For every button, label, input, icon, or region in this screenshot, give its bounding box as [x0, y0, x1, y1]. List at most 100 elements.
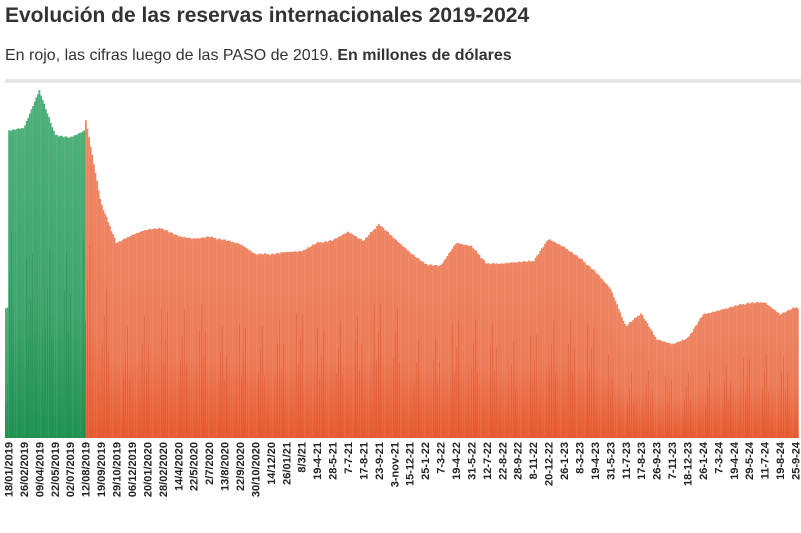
bar-streak	[650, 401, 651, 438]
bar	[369, 232, 372, 438]
bar	[221, 240, 223, 438]
x-tick-label: 18/01/2019	[4, 442, 16, 497]
bar-streak	[357, 315, 358, 438]
bar	[496, 263, 498, 438]
bar-streak	[281, 369, 282, 438]
bar	[251, 252, 254, 438]
bar	[486, 263, 489, 438]
bar	[176, 234, 178, 438]
x-tick-label: 11-7-23	[621, 442, 633, 479]
bar	[686, 337, 689, 438]
bar-streak	[536, 334, 537, 438]
bar-streak	[435, 337, 436, 438]
bar	[435, 264, 438, 438]
bar	[227, 240, 230, 438]
bar	[699, 318, 702, 438]
bar	[45, 109, 47, 439]
bar	[333, 239, 335, 438]
bar-streak	[220, 352, 221, 438]
bar	[777, 312, 780, 438]
bar-streak	[376, 359, 377, 438]
bar	[677, 341, 679, 438]
bar	[553, 241, 556, 438]
bar	[597, 274, 599, 438]
bar	[14, 129, 17, 438]
bar	[558, 244, 561, 438]
bar	[326, 242, 329, 438]
bar	[648, 326, 650, 438]
bar	[237, 243, 239, 438]
bar	[190, 238, 193, 438]
bar	[189, 237, 191, 438]
bar-streak	[182, 335, 183, 438]
bar	[61, 135, 63, 439]
x-tick-label: 31-5-23	[605, 442, 617, 480]
bar	[605, 283, 607, 438]
bar	[262, 254, 265, 438]
bar	[673, 343, 676, 438]
bar	[91, 154, 94, 438]
bar	[158, 227, 161, 438]
bar	[421, 261, 423, 438]
bar	[766, 304, 769, 438]
bar-streak	[49, 249, 50, 438]
bar	[257, 254, 260, 438]
bar	[437, 266, 439, 438]
bar	[41, 99, 44, 438]
x-tick-label: 14/12/20	[266, 442, 278, 485]
bar	[533, 261, 535, 438]
bar-streak	[690, 398, 691, 438]
bar	[739, 303, 742, 438]
bar	[248, 250, 250, 438]
bar	[377, 223, 380, 438]
bar	[667, 342, 670, 438]
bar	[411, 254, 414, 438]
x-tick-label: 15-12-21	[405, 442, 417, 486]
bar-streak	[64, 290, 65, 438]
bar	[469, 245, 471, 438]
bar-streak	[45, 328, 46, 438]
bar	[653, 334, 655, 438]
bar	[510, 262, 513, 438]
bar	[59, 135, 62, 438]
bar	[113, 237, 116, 438]
bar	[213, 237, 215, 438]
bar-streak	[709, 370, 710, 438]
bar	[283, 252, 286, 438]
bar	[657, 340, 660, 438]
bar	[336, 238, 338, 438]
bar-streak	[530, 335, 531, 438]
bar-streak	[340, 320, 341, 438]
x-tick-label: 18-12-23	[682, 442, 694, 486]
bar	[545, 241, 548, 438]
bar	[222, 239, 225, 438]
bar	[525, 261, 527, 438]
bar	[566, 249, 569, 438]
bar	[573, 254, 575, 438]
bar	[419, 260, 422, 438]
bar	[611, 292, 614, 438]
bar	[117, 242, 119, 438]
bar	[537, 254, 540, 438]
bar	[517, 262, 519, 438]
bar-streak	[439, 362, 440, 438]
bar	[101, 204, 103, 438]
bar	[361, 240, 364, 438]
bar-streak	[724, 381, 725, 438]
bar	[481, 258, 484, 438]
bar	[217, 238, 220, 438]
x-tick-label: 09/04/2019	[34, 442, 46, 497]
bar	[675, 342, 678, 438]
bar-streak	[199, 330, 200, 438]
bar	[115, 243, 118, 438]
bar	[398, 243, 401, 438]
bar	[5, 308, 7, 438]
bar	[598, 275, 601, 438]
bar-streak	[492, 322, 493, 438]
bar-streak	[475, 319, 476, 438]
bar-streak	[574, 347, 575, 438]
bar	[265, 254, 268, 438]
bar-streak	[568, 343, 569, 438]
bar	[534, 258, 537, 438]
